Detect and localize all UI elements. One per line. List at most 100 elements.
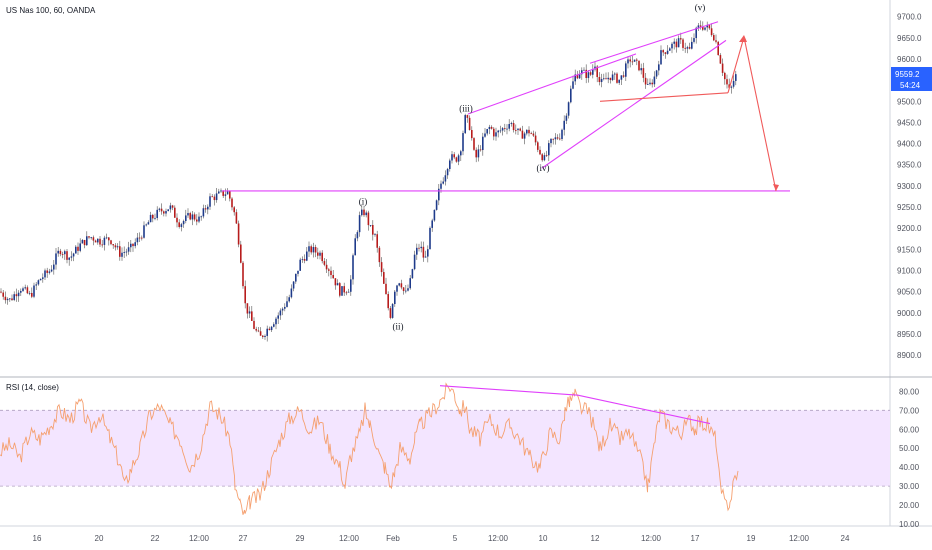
- price-tick-label: 9600.0: [897, 55, 922, 64]
- candle-body: [308, 246, 310, 252]
- wave-label: (ii): [393, 322, 404, 332]
- time-axis[interactable]: 16 20 22 12:00 27 29 12:00 Feb 5 12:00 10 12 12:00 17…: [33, 534, 850, 543]
- time-tick-label: 12:00: [641, 534, 662, 543]
- candle-body: [176, 217, 178, 223]
- candle-body: [581, 70, 583, 75]
- candle-body: [191, 214, 194, 220]
- candle-body: [642, 68, 645, 78]
- candle-body: [325, 264, 328, 270]
- candle-body: [61, 254, 64, 255]
- candle-body: [622, 75, 625, 77]
- candle-body: [515, 130, 517, 131]
- candle-body: [163, 211, 165, 214]
- candle-body: [123, 252, 125, 253]
- price-tick-label: 9700.0: [897, 13, 922, 22]
- candle-body: [374, 234, 376, 236]
- candle-body: [242, 262, 244, 287]
- wedge-bottom-line[interactable]: [599, 92, 729, 102]
- candle-body: [130, 243, 132, 248]
- candle-body: [55, 253, 57, 265]
- candle-body: [231, 198, 233, 208]
- candle-body: [75, 246, 77, 254]
- candle-body: [53, 264, 55, 270]
- candle-body: [385, 283, 387, 295]
- candle-body: [724, 72, 726, 80]
- candle-body: [424, 256, 427, 258]
- candle-body: [444, 175, 447, 182]
- candle-body: [145, 224, 147, 226]
- rsi-divergence-line[interactable]: [439, 385, 711, 425]
- time-tick-label: 24: [841, 534, 850, 543]
- candle-body: [48, 271, 51, 273]
- candle-body: [383, 272, 385, 284]
- candle-body: [235, 212, 238, 224]
- candle-body: [616, 73, 618, 83]
- candle-body: [9, 298, 11, 300]
- candle-body: [367, 212, 370, 226]
- candle-body: [655, 70, 658, 77]
- time-tick-label: 22: [151, 534, 160, 543]
- wedge-top-line[interactable]: [589, 21, 719, 64]
- rsi-tick-label: 80.00: [899, 387, 920, 396]
- rsi-tick-label: 30.00: [899, 482, 920, 491]
- candle-body: [548, 143, 550, 156]
- candle-body: [589, 72, 592, 75]
- symbol-title: US Nas 100, 60, OANDA: [6, 6, 96, 15]
- time-tick-label: Feb: [386, 534, 400, 543]
- candle-body: [486, 129, 488, 134]
- candle-body: [539, 149, 541, 155]
- candle-body: [508, 124, 510, 129]
- candle-body: [57, 250, 59, 254]
- candle-body: [204, 208, 207, 210]
- candle-body: [134, 242, 136, 247]
- candle-body: [46, 270, 48, 273]
- candle-body: [449, 160, 451, 170]
- candle-body: [493, 128, 495, 137]
- rsi-band-fill: [0, 410, 890, 487]
- candle-body: [686, 47, 689, 49]
- annotations: (i) (ii) (iii) (iv) (v): [222, 2, 790, 332]
- time-tick-label: 29: [296, 534, 305, 543]
- candle-body: [189, 213, 191, 220]
- price-pane[interactable]: [0, 0, 890, 377]
- candle-body: [165, 211, 167, 214]
- rsi-axis[interactable]: 80.00 70.00 60.00 50.00 40.00 30.00 20.00 10.00: [899, 387, 920, 529]
- candle-body: [609, 77, 612, 81]
- candle-body: [196, 219, 198, 222]
- candle-body: [152, 214, 154, 219]
- candle-body: [288, 297, 290, 302]
- price-axis[interactable]: 9700.09650.09600.09550.09500.09450.09400…: [897, 13, 922, 360]
- candle-body: [220, 190, 222, 192]
- candle-body: [497, 130, 499, 133]
- candle-body: [369, 225, 372, 226]
- candle-body: [319, 252, 321, 256]
- candle-body: [433, 209, 436, 221]
- upper-channel-line[interactable]: [467, 53, 637, 115]
- candle-body: [578, 74, 581, 79]
- candle-body: [132, 243, 134, 247]
- candle-body: [347, 291, 350, 293]
- candle-body: [363, 209, 365, 216]
- candle-body: [543, 155, 546, 161]
- last-price-badge: 9559.2 54:24: [891, 67, 932, 91]
- lower-channel-line[interactable]: [541, 39, 727, 169]
- candle-body: [92, 237, 95, 241]
- candle-body: [105, 237, 108, 239]
- candle-body: [574, 74, 576, 82]
- candle-body: [350, 279, 352, 292]
- price-tick-label: 9200.0: [897, 224, 922, 233]
- candle-body: [585, 69, 587, 79]
- price-tick-label: 9100.0: [897, 266, 922, 275]
- candle-body: [213, 196, 216, 201]
- candle-body: [0, 291, 2, 293]
- candle-body: [290, 288, 293, 298]
- candle-body: [405, 290, 407, 292]
- candle-body: [328, 269, 330, 271]
- candle-body: [495, 132, 497, 137]
- candle-body: [563, 120, 565, 130]
- candle-body: [559, 138, 561, 140]
- candle-body: [141, 237, 143, 239]
- candle-body: [90, 237, 92, 239]
- candle-body: [330, 270, 332, 276]
